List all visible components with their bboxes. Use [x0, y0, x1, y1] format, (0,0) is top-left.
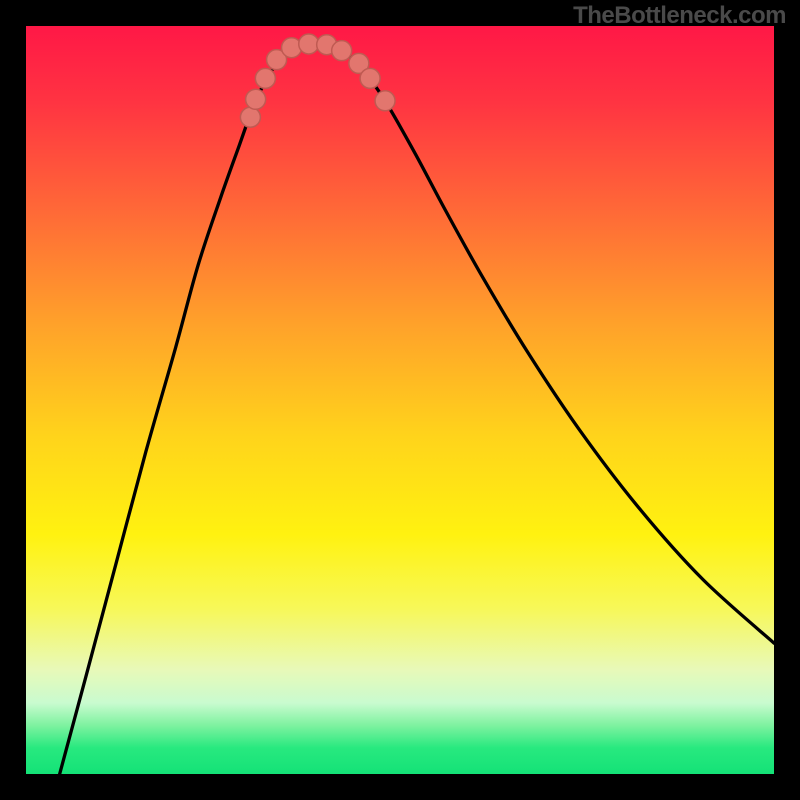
data-marker [246, 89, 266, 109]
data-marker [360, 68, 380, 88]
data-marker [240, 107, 260, 127]
data-marker [255, 68, 275, 88]
plot-area [26, 26, 774, 774]
chart-svg [26, 26, 774, 774]
gradient-background [26, 26, 774, 774]
data-marker [375, 91, 395, 111]
data-marker [299, 34, 319, 54]
data-marker [332, 41, 352, 61]
watermark-text: TheBottleneck.com [573, 2, 786, 30]
